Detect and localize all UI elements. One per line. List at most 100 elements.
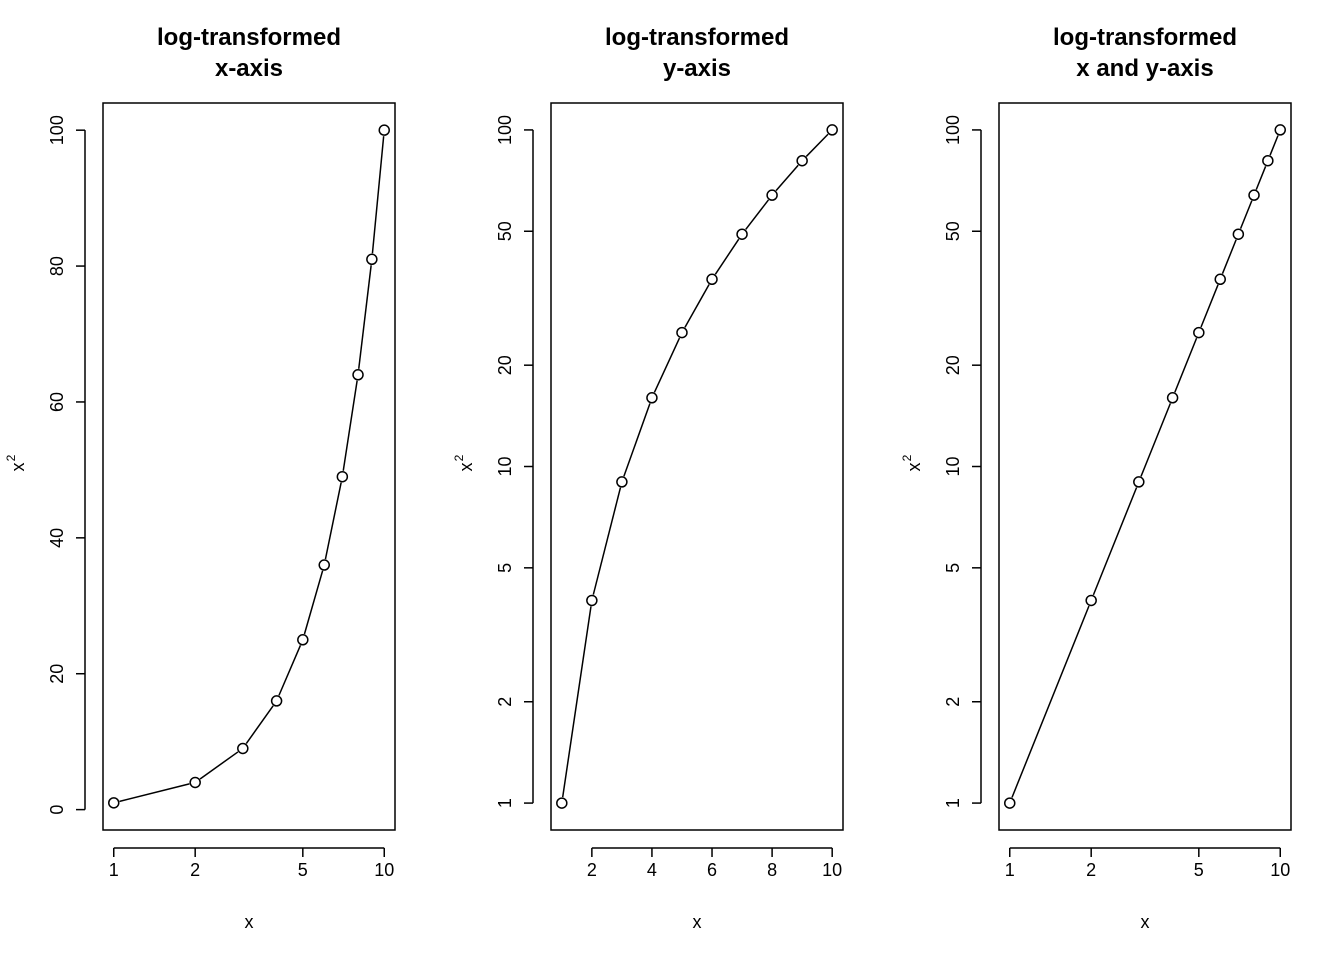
panel-3-line-segment <box>1140 403 1172 477</box>
panel-3-y-axis-label-superscript: 2 <box>900 454 914 461</box>
panel-1: log-transformed x-axis 1 2 5 10 0 20 40 60 80 10… <box>4 24 396 932</box>
panel-3-line-segment <box>1255 166 1267 190</box>
panel-3-y-tick-label: 20 <box>943 355 963 375</box>
panel-1-line-segment <box>342 380 358 471</box>
panel-2-line-segment <box>684 284 710 328</box>
panel-1-data-point <box>189 776 201 789</box>
panel-1-title-line-2: x-axis <box>215 55 283 82</box>
panel-2-y-tick-label: 50 <box>495 221 515 241</box>
panel-3-data-point <box>1193 326 1205 339</box>
panel-1-line-segment <box>245 705 274 745</box>
panel-2-y-tick-label: 20 <box>495 355 515 375</box>
panel-1-y-tick-label: 20 <box>47 664 67 684</box>
panel-1-line-segment <box>119 783 190 803</box>
panel-2-data-point <box>586 594 598 607</box>
panel-3-line-segment <box>1200 284 1219 328</box>
panel-1-data-point <box>378 124 390 136</box>
panel-3-line-segment <box>1269 135 1279 156</box>
panel-2-line-segment <box>805 133 829 157</box>
panel-2: log-transformed y-axis 2 4 6 8 10 1251020501… <box>452 24 844 932</box>
panel-1-plot-frame <box>102 102 396 831</box>
panel-1-series <box>108 124 390 809</box>
panel-1-x-tick-label: 5 <box>298 860 308 880</box>
panel-2-line-segment <box>653 337 681 393</box>
panel-2-y-tick-label: 2 <box>495 697 515 707</box>
panel-3-y-tick-label: 50 <box>943 221 963 241</box>
panel-2-data-point <box>676 326 688 339</box>
panel-2-line-segment <box>623 403 651 477</box>
panel-1-title-line-1: log-transformed <box>157 24 341 51</box>
panel-3-data-point <box>1004 797 1016 809</box>
panel-1-x-tick-label: 10 <box>374 860 394 880</box>
panel-3-x-tick-label: 2 <box>1086 860 1096 880</box>
panel-3-plot-frame <box>998 102 1292 831</box>
panel-1-x-tick-label: 1 <box>109 860 119 880</box>
panel-3-data-point <box>1214 273 1226 286</box>
panel-2-data-point <box>646 392 658 404</box>
panel-3-data-point <box>1262 154 1274 167</box>
panel-3-x-axis-label: x <box>1141 912 1150 932</box>
panel-1-y-tick-label: 0 <box>47 805 67 815</box>
panel-2-data-point <box>796 154 808 167</box>
panel-1-y-axis-label-base: x <box>8 463 28 472</box>
panel-3-data-point <box>1133 476 1145 488</box>
panel-2-title-line-1: log-transformed <box>605 24 789 51</box>
panel-1-data-point <box>297 634 309 646</box>
panel-2-line-segment <box>775 164 799 192</box>
panel-1-data-point <box>366 253 378 266</box>
panel-3-y-tick-label: 1 <box>943 798 963 808</box>
panel-2-y-axis: 1 2 5 10 20 50 100 <box>495 115 534 808</box>
panel-2-plot-frame <box>550 102 844 831</box>
panel-1-x-axis-label: x <box>245 912 254 932</box>
panel-2-y-tick-label: 1 <box>495 798 515 808</box>
panel-2-data-point <box>616 476 628 488</box>
panel-3-title-line-1: log-transformed <box>1053 24 1237 51</box>
panel-1-y-tick-label: 80 <box>47 256 67 276</box>
panel-2-x-tick-label: 8 <box>767 860 777 880</box>
panel-2-y-axis-label-superscript: 2 <box>452 454 466 461</box>
panel-1-line-segment <box>357 265 372 369</box>
panel-3-y-axis-label-base: x <box>904 463 924 472</box>
panel-3-data-point <box>1085 594 1097 607</box>
panel-2-line-segment <box>561 606 592 798</box>
panel-1-y-axis-label-superscript: 2 <box>4 454 18 461</box>
panel-1-line-segment <box>278 644 302 696</box>
panel-1-y-tick-label: 100 <box>47 115 67 145</box>
panel-2-y-tick-label: 5 <box>495 563 515 573</box>
panel-3-y-tick-label: 5 <box>943 563 963 573</box>
panel-1-line-segment <box>371 136 385 254</box>
panel-2-y-tick-label: 10 <box>495 456 515 476</box>
panel-1-data-point <box>237 742 249 755</box>
panel-2-x-axis-label: x <box>693 912 702 932</box>
panel-2-y-axis-label-base: x <box>456 463 476 472</box>
panel-3-x-tick-label: 1 <box>1005 860 1015 880</box>
panel-1-line-segment <box>303 570 324 635</box>
panel-2-line-segment <box>592 487 622 595</box>
panel-2-x-tick-label: 2 <box>587 860 597 880</box>
panel-3-data-point <box>1274 124 1286 136</box>
panel-3-x-axis: 1 2 5 10 <box>1005 847 1290 880</box>
panel-1-data-point <box>352 369 364 381</box>
panel-3-data-point <box>1248 189 1260 201</box>
panel-1-y-tick-label: 40 <box>47 528 67 548</box>
panel-2-title-line-2: y-axis <box>663 55 731 82</box>
panel-3-line-segment <box>1011 605 1090 798</box>
panel-1-data-point <box>318 559 330 571</box>
panel-1-x-axis: 1 2 5 10 <box>109 847 394 880</box>
panel-2-data-point <box>706 273 718 286</box>
panel-2-y-tick-label: 100 <box>495 115 515 145</box>
panel-1-line-segment <box>324 482 342 560</box>
panel-2-data-point <box>766 189 778 201</box>
panel-2-x-tick-label: 4 <box>647 860 657 880</box>
panel-3-series <box>1004 124 1286 809</box>
panel-3-x-tick-label: 5 <box>1194 860 1204 880</box>
panel-3-line-segment <box>1239 200 1253 229</box>
panel-2-y-axis-label: x 2 <box>452 454 476 471</box>
panel-3-y-axis: 1 2 5 10 20 50 100 <box>943 115 982 808</box>
panel-3-line-segment <box>1174 337 1198 393</box>
panel-3-y-tick-label: 10 <box>943 456 963 476</box>
panel-1-line-segment <box>199 751 239 780</box>
panel-2-line-segment <box>745 199 770 230</box>
